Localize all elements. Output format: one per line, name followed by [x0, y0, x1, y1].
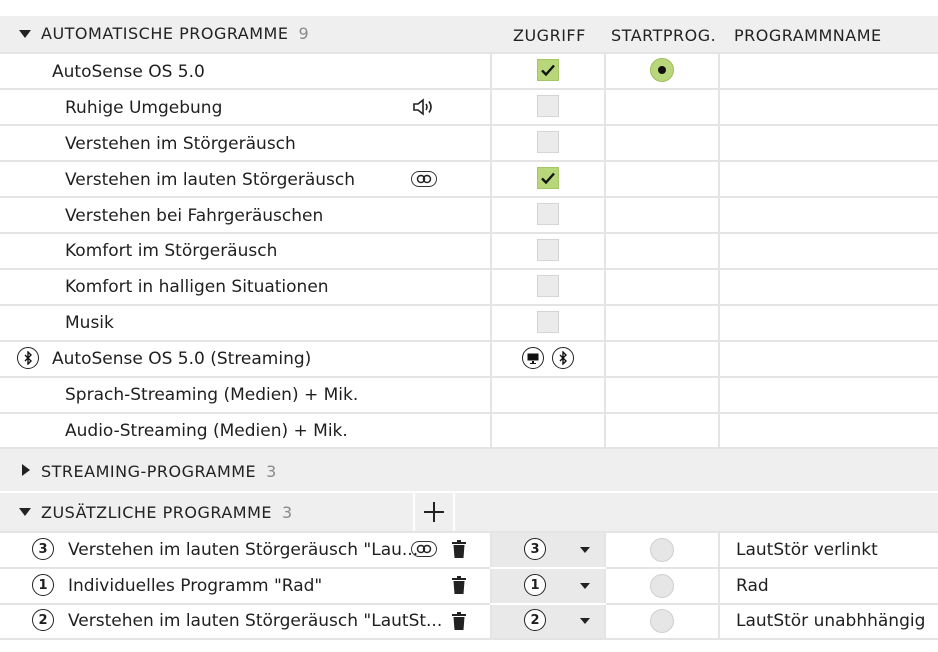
grid-divider: [490, 53, 492, 448]
section-count: 9: [298, 24, 310, 43]
program-number-badge: 2: [32, 609, 54, 631]
tv-icon: [522, 347, 544, 369]
access-checkbox[interactable]: [537, 203, 559, 225]
program-name[interactable]: Rad: [736, 576, 769, 596]
row-separator: [0, 196, 938, 198]
access-checkbox[interactable]: [537, 59, 559, 81]
checkmark-icon: [541, 64, 555, 77]
program-label[interactable]: Audio-Streaming (Medien) + Mik.: [65, 421, 348, 441]
add-icon[interactable]: [423, 501, 445, 523]
row-separator: [0, 304, 938, 306]
trash-icon[interactable]: [452, 612, 466, 630]
section-title-text: ZUSÄTZLICHE PROGRAMME: [41, 503, 272, 522]
link-icon: [411, 541, 437, 557]
row-separator: [0, 340, 938, 342]
slot-number-badge[interactable]: 2: [524, 609, 546, 631]
row-separator: [0, 412, 938, 414]
automatic-section-header[interactable]: [0, 16, 938, 53]
program-name[interactable]: LautStör unabhhängig: [736, 611, 926, 631]
bluetooth-icon: [17, 347, 39, 369]
bluetooth-icon: [552, 347, 574, 369]
program-number-badge: 3: [32, 538, 54, 560]
row-separator: [0, 52, 938, 54]
section-count: 3: [266, 462, 277, 481]
section-title-text: STREAMING-PROGRAMME: [41, 462, 257, 481]
row-separator: [0, 567, 938, 569]
row-separator: [490, 603, 606, 605]
column-header-access: ZUGRIFF: [513, 26, 586, 45]
streaming-section-header[interactable]: [0, 449, 938, 491]
row-separator: [0, 88, 938, 90]
additional-section-title: ZUSÄTZLICHE PROGRAMME 3: [41, 503, 293, 523]
header-divider: [453, 493, 455, 531]
program-label[interactable]: Komfort in halligen Situationen: [65, 277, 329, 297]
link-icon: [411, 171, 437, 187]
row-separator: [0, 160, 938, 162]
streaming-section-title: STREAMING-PROGRAMME 3: [41, 462, 277, 482]
row-separator: [0, 447, 938, 449]
program-label[interactable]: AutoSense OS 5.0 (Streaming): [52, 349, 312, 369]
collapse-arrow-icon[interactable]: [19, 30, 31, 38]
row-separator: [0, 603, 938, 605]
section-title-text: AUTOMATISCHE PROGRAMME: [41, 24, 289, 43]
program-number-badge: 1: [32, 574, 54, 596]
slot-number-badge[interactable]: 3: [524, 538, 546, 560]
row-separator: [0, 232, 938, 234]
row-separator: [0, 376, 938, 378]
program-label[interactable]: Verstehen bei Fahrgeräuschen: [65, 206, 324, 226]
startprog-radio[interactable]: [650, 538, 674, 562]
trash-icon[interactable]: [452, 540, 466, 558]
program-label[interactable]: Ruhige Umgebung: [65, 98, 223, 118]
expand-arrow-icon[interactable]: [22, 464, 30, 476]
column-header-progname: PROGRAMMNAME: [734, 26, 882, 45]
startprog-radio[interactable]: [650, 574, 674, 598]
speaker-icon: [413, 98, 432, 116]
access-checkbox[interactable]: [537, 131, 559, 153]
additional-section-header[interactable]: [0, 493, 938, 531]
access-checkbox[interactable]: [537, 95, 559, 117]
access-checkbox[interactable]: [537, 167, 559, 189]
row-separator: [490, 567, 606, 569]
grid-divider: [604, 531, 606, 639]
program-label[interactable]: Individuelles Programm "Rad": [68, 576, 323, 596]
section-count: 3: [281, 503, 293, 522]
grid-divider: [718, 531, 720, 639]
chevron-down-icon[interactable]: [580, 618, 590, 624]
slot-number-badge[interactable]: 1: [524, 574, 546, 596]
checkmark-icon: [541, 172, 555, 185]
program-label[interactable]: Sprach-Streaming (Medien) + Mik.: [65, 385, 359, 405]
program-label[interactable]: AutoSense OS 5.0: [52, 62, 205, 82]
program-label[interactable]: Komfort im Störgeräusch: [65, 241, 278, 261]
program-label[interactable]: Verstehen im Störgeräusch: [65, 134, 296, 154]
column-header-startprog: STARTPROG.: [611, 26, 717, 45]
grid-divider: [604, 53, 606, 448]
row-separator: [0, 124, 938, 126]
header-divider: [413, 493, 415, 531]
startprog-radio[interactable]: [650, 609, 674, 633]
access-checkbox[interactable]: [537, 311, 559, 333]
program-label[interactable]: Verstehen im lauten Störgeräusch "LautSt…: [68, 611, 443, 631]
program-label[interactable]: Verstehen im lauten Störgeräusch "Lau...: [68, 540, 419, 560]
grid-divider: [718, 53, 720, 448]
program-label[interactable]: Musik: [65, 313, 114, 333]
trash-icon[interactable]: [452, 576, 466, 594]
access-checkbox[interactable]: [537, 239, 559, 261]
row-separator: [0, 268, 938, 270]
startprog-radio-selected[interactable]: [650, 58, 674, 82]
grid-divider: [490, 531, 492, 639]
program-name[interactable]: LautStör verlinkt: [736, 540, 878, 560]
collapse-arrow-icon[interactable]: [19, 508, 31, 516]
automatic-section-title: AUTOMATISCHE PROGRAMME 9: [41, 24, 309, 44]
row-separator: [0, 531, 938, 533]
chevron-down-icon[interactable]: [580, 547, 590, 553]
row-separator: [0, 638, 938, 640]
chevron-down-icon[interactable]: [580, 583, 590, 589]
access-checkbox[interactable]: [537, 275, 559, 297]
program-label[interactable]: Verstehen im lauten Störgeräusch: [65, 170, 356, 190]
